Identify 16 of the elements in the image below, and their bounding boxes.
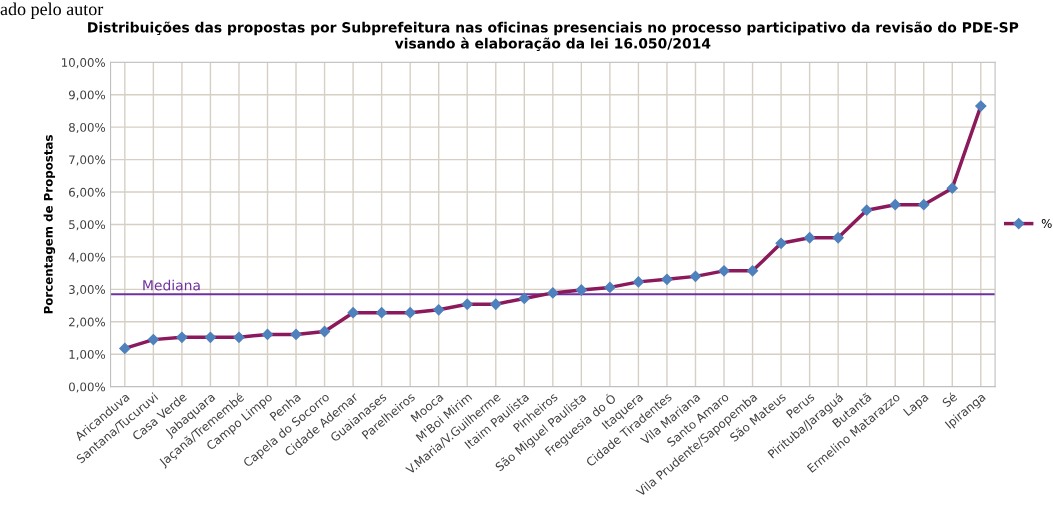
y-tick-label: 10,00% — [61, 58, 106, 69]
y-tick-label: 9,00% — [68, 90, 106, 101]
y-axis-title: Porcentagem de Propostas — [43, 135, 56, 314]
y-tick-label: 6,00% — [69, 187, 106, 198]
chart-title: Distribuições das propostas por Subprefeitura nas oficinas presenciais no processo participativo da revisão do PDE-SP visando à elaboração da lei 16.050/2014 — [88, 21, 1019, 52]
y-tick-label: 0,00% — [68, 382, 106, 393]
text: ado pelo autor — [0, 2, 104, 19]
y-tick-label: 5,00% — [69, 220, 106, 231]
y-tick-label: 2,00% — [69, 317, 106, 328]
ref-line-label: Mediana — [143, 279, 200, 291]
y-tick-label: 4,00% — [68, 252, 106, 263]
y-tick-label: 3,00% — [69, 285, 106, 296]
legend-label: % — [1041, 218, 1052, 228]
y-tick-label: 7,00% — [69, 155, 106, 166]
y-tick-label: 8,00% — [69, 122, 106, 134]
y-tick-label: 1,00% — [69, 349, 106, 361]
